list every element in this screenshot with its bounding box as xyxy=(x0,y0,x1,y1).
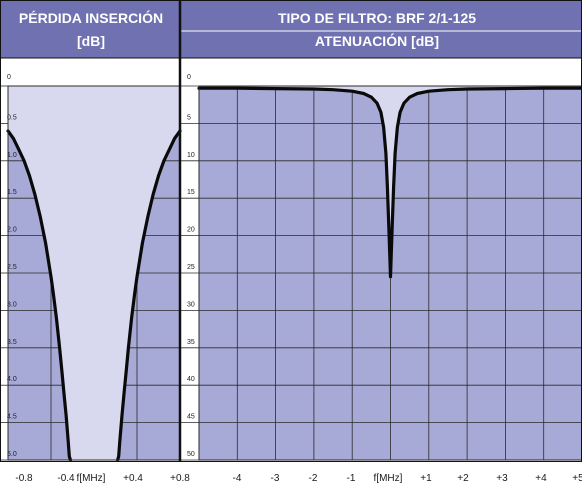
y-tick-label: 5.0 xyxy=(7,451,17,458)
y-tick-label: 0 xyxy=(187,74,191,81)
x-tick-label: +0.4 xyxy=(123,473,143,484)
x-tick-label: -4 xyxy=(233,473,242,484)
y-tick-label: 4.0 xyxy=(7,376,17,383)
y-tick-label: 1.0 xyxy=(7,152,17,159)
left-header-unit: [dB] xyxy=(77,33,105,49)
y-tick-label: 45 xyxy=(187,414,195,421)
x-tick-label: -2 xyxy=(309,473,318,484)
y-tick-label: 35 xyxy=(187,339,195,346)
x-tick-label: -1 xyxy=(347,473,356,484)
axis-top-strip xyxy=(0,58,582,86)
x-tick-label: +0.8 xyxy=(170,473,190,484)
y-tick-label: 40 xyxy=(187,376,195,383)
x-tick-label: +3 xyxy=(496,473,508,484)
header-background xyxy=(0,0,582,58)
y-tick-label: 4.5 xyxy=(7,414,17,421)
right-header-unit: ATENUACIÓN [dB] xyxy=(315,32,439,49)
x-tick-label: +5 xyxy=(572,473,582,484)
y-tick-label: 10 xyxy=(187,152,195,159)
y-tick-label: 1.5 xyxy=(7,189,17,196)
x-tick-label: +2 xyxy=(457,473,469,484)
y-tick-label: 3.0 xyxy=(7,301,17,308)
y-tick-label: 2.0 xyxy=(7,227,17,234)
left-header-title: PÉRDIDA INSERCIÓN xyxy=(19,9,163,26)
x-tick-label: +1 xyxy=(420,473,432,484)
y-tick-label: 3.5 xyxy=(7,339,17,346)
x-tick-label: -3 xyxy=(271,473,280,484)
y-tick-label: 30 xyxy=(187,301,195,308)
x-tick-label: f[MHz] xyxy=(77,473,106,484)
x-tick-label: -0.8 xyxy=(15,473,33,484)
y-tick-label: 50 xyxy=(187,451,195,458)
y-tick-label: 0 xyxy=(7,74,11,81)
y-tick-label: 20 xyxy=(187,227,195,234)
y-tick-label: 5 xyxy=(187,114,191,121)
right-header-title: TIPO DE FILTRO: BRF 2/1-125 xyxy=(278,10,476,26)
y-tick-label: 0.5 xyxy=(7,114,17,121)
y-tick-label: 15 xyxy=(187,189,195,196)
x-tick-label: -0.4 xyxy=(57,473,75,484)
y-tick-label: 2.5 xyxy=(7,264,17,271)
y-tick-label: 25 xyxy=(187,264,195,271)
x-tick-label: f[MHz] xyxy=(374,473,403,484)
x-tick-label: +4 xyxy=(535,473,547,484)
